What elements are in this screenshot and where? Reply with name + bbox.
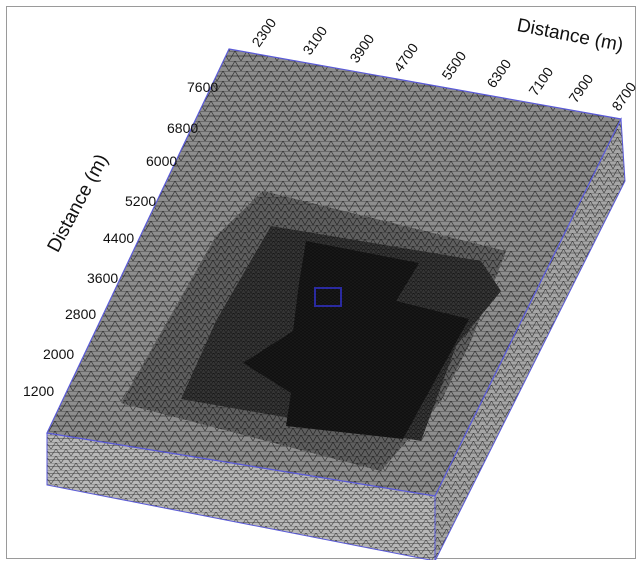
left-tick-label: 6000 <box>146 153 177 169</box>
top-tick-label: 3900 <box>346 31 377 66</box>
top-axis-title: Distance (m) <box>515 15 625 56</box>
left-tick-label: 3600 <box>87 270 118 286</box>
left-tick-label: 2800 <box>65 306 96 322</box>
top-tick-label: 7100 <box>525 64 556 99</box>
left-tick-label: 5200 <box>125 193 156 209</box>
core-marker <box>314 287 342 307</box>
left-tick-label: 1200 <box>23 383 54 399</box>
left-tick-label: 4400 <box>103 230 134 246</box>
top-tick-label: 6300 <box>483 56 514 91</box>
left-tick-label: 6800 <box>167 120 198 136</box>
top-tick-label: 5500 <box>438 48 469 83</box>
top-tick-label: 7900 <box>565 71 596 106</box>
top-tick-label: 2300 <box>248 15 279 50</box>
figure-frame: Distance (m) 2300 3100 3900 4700 5500 63… <box>6 6 637 560</box>
left-tick-label: 7600 <box>187 79 218 95</box>
top-tick-label: 8700 <box>608 79 637 114</box>
top-tick-label: 3100 <box>299 23 330 58</box>
left-tick-label: 2000 <box>43 346 74 362</box>
mesh-block-view: Distance (m) 2300 3100 3900 4700 5500 63… <box>23 15 637 560</box>
mesh-zone-core <box>243 241 469 439</box>
top-tick-label: 4700 <box>390 40 421 75</box>
